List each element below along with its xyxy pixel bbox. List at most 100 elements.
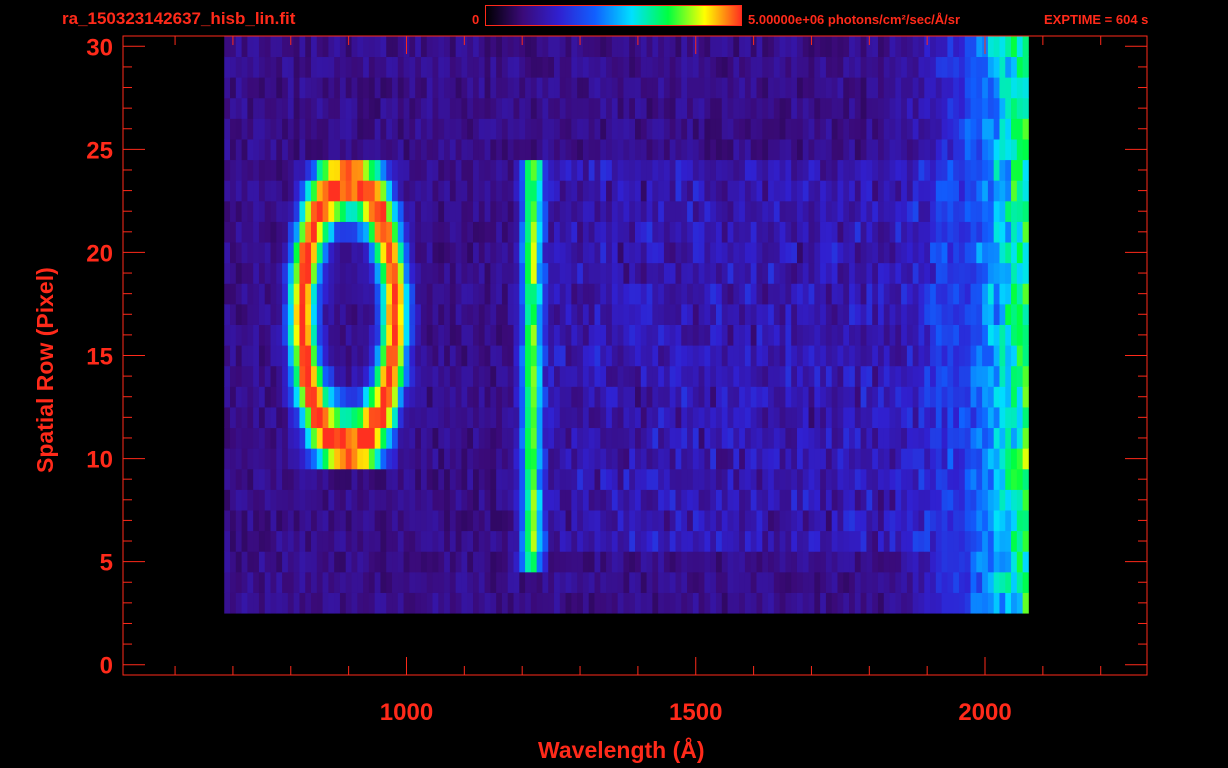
heatmap-cell [658,592,665,614]
heatmap-cell [773,36,781,58]
heatmap-cell [906,345,914,367]
heatmap-cell [525,56,532,78]
heatmap-cell [235,386,242,408]
heatmap-cell [750,324,757,346]
heatmap-cell [802,489,809,511]
heatmap-cell [756,283,763,305]
heatmap-cell [339,118,347,140]
heatmap-cell [357,283,364,305]
heatmap-cell [542,345,549,367]
heatmap-cell [1022,365,1029,387]
heatmap-cell [675,200,682,222]
heatmap-cell [640,489,647,511]
heatmap-cell [982,345,989,367]
heatmap-cell [611,159,619,181]
heatmap-cell [733,118,740,140]
heatmap-cell [230,303,237,325]
heatmap-cell [438,468,445,490]
heatmap-cell [808,200,815,222]
heatmap-cell [322,489,329,511]
heatmap-cell [305,159,312,181]
heatmap-cell [536,283,543,305]
heatmap-cell [629,97,636,119]
heatmap-cell [594,303,601,325]
heatmap-cell [941,180,948,202]
heatmap-cell [895,530,902,552]
heatmap-cell [461,530,468,552]
heatmap-cell [484,303,491,325]
heatmap-cell [930,386,937,408]
heatmap-cell [565,56,572,78]
heatmap-cell [1022,118,1029,140]
heatmap-cell [600,468,607,490]
heatmap-cell [490,200,497,222]
heatmap-cell [235,97,242,119]
heatmap-cell [455,77,462,99]
heatmap-cell [796,180,804,202]
heatmap-cell [704,36,711,58]
heatmap-cell [392,530,399,552]
heatmap-cell [958,386,966,408]
heatmap-cell [519,592,526,614]
heatmap-cell [768,200,775,222]
heatmap-cell [993,407,1000,429]
heatmap-cell [392,180,399,202]
heatmap-cell [542,283,549,305]
heatmap-cell [565,530,572,552]
heatmap-cell [339,468,347,490]
heatmap-cell [825,365,833,387]
heatmap-cell [640,159,647,181]
heatmap-cell [438,180,445,202]
heatmap-cell [652,365,659,387]
heatmap-cell [235,77,242,99]
heatmap-cell [305,77,312,99]
heatmap-cell [808,283,815,305]
heatmap-cell [299,139,306,161]
heatmap-cell [339,489,347,511]
heatmap-cell [467,262,474,284]
heatmap-cell [739,303,746,325]
heatmap-cell [825,530,833,552]
heatmap-cell [600,77,607,99]
heatmap-cell [282,118,289,140]
heatmap-cell [461,324,468,346]
heatmap-cell [311,139,318,161]
heatmap-cell [756,345,763,367]
heatmap-cell [409,530,416,552]
heatmap-cell [762,510,769,532]
heatmap-cell [652,324,659,346]
heatmap-cell [785,551,792,573]
heatmap-cell [721,407,728,429]
heatmap-cell [484,592,491,614]
heatmap-cell [449,551,457,573]
heatmap-cell [409,36,416,58]
heatmap-cell [750,489,757,511]
heatmap-cell [849,407,856,429]
heatmap-cell [571,180,578,202]
heatmap-cell [484,489,491,511]
heatmap-cell [224,118,231,140]
heatmap-cell [241,510,248,532]
heatmap-cell [299,180,306,202]
heatmap-cell [623,159,630,181]
heatmap-cell [912,159,919,181]
heatmap-cell [623,407,630,429]
heatmap-cell [1005,303,1012,325]
heatmap-cell [519,345,526,367]
heatmap-cell [270,468,277,490]
heatmap-cell [1005,345,1012,367]
heatmap-cell [744,139,752,161]
heatmap-cell [253,200,260,222]
heatmap-cell [432,221,439,243]
heatmap-cell [600,448,607,470]
heatmap-cell [999,324,1006,346]
heatmap-cell [895,303,902,325]
heatmap-cell [282,77,289,99]
heatmap-cell [392,262,399,284]
heatmap-cell [392,97,399,119]
heatmap-cell [658,97,665,119]
heatmap-cell [305,427,312,449]
heatmap-cell [843,200,850,222]
heatmap-cell [918,303,925,325]
